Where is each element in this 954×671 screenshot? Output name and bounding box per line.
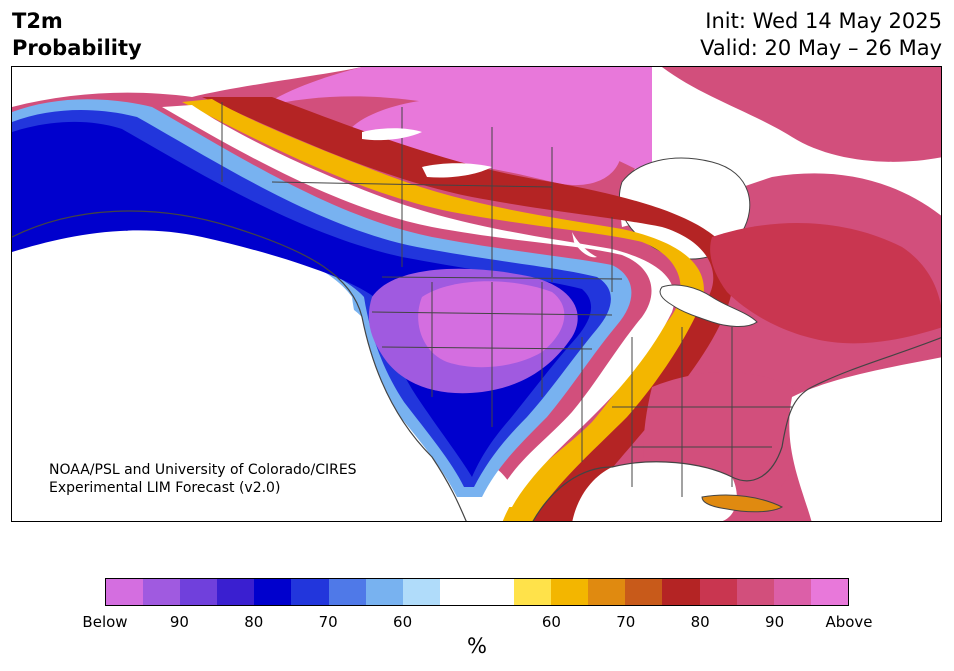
warm-transition-band <box>202 97 734 521</box>
coastline <box>12 210 941 521</box>
colorbar-segment <box>736 579 774 605</box>
colorbar-tick-label: 80 <box>244 613 264 631</box>
colorbar-segment <box>662 579 700 605</box>
colorbar-segment <box>514 579 552 605</box>
colorbar-segment <box>328 579 366 605</box>
colorbar-segment <box>402 579 440 605</box>
great-slave-lake <box>362 128 422 141</box>
greenland-region <box>662 67 941 162</box>
colorbar-segment <box>439 579 477 605</box>
colorbar-tick-label: 60 <box>393 613 413 631</box>
great-bear-lake <box>422 163 492 178</box>
political-borders <box>221 102 792 497</box>
credit-line-2: Experimental LIM Forecast (v2.0) <box>49 480 281 496</box>
cuba <box>701 494 784 513</box>
map-title: T2m Probability <box>12 8 142 62</box>
northeast-canada-above-region <box>710 223 941 344</box>
colorbar-tick-label: Below <box>82 613 128 631</box>
colorbar-segment <box>180 579 218 605</box>
forecast-dates: Init: Wed 14 May 2025 Valid: 20 May – 26… <box>700 8 942 62</box>
cold-strongest-region <box>418 281 565 368</box>
colorbar-tick-label: 90 <box>169 613 189 631</box>
colorbar-tick-label: 70 <box>616 613 636 631</box>
colorbar-tick-label: 70 <box>318 613 338 631</box>
title-field: Probability <box>12 36 142 60</box>
pacific-ocean <box>12 249 462 521</box>
colorbar-segment <box>551 579 589 605</box>
colorbar-segment <box>588 579 626 605</box>
colorbar-tick-label: Above <box>825 613 873 631</box>
colorbar-segment <box>699 579 737 605</box>
title-variable: T2m <box>12 9 63 33</box>
map-panel <box>11 66 942 522</box>
colorbar-tick-label: 80 <box>690 613 710 631</box>
colorbar-segment <box>810 579 848 605</box>
colorbar-tick-label: 90 <box>765 613 785 631</box>
lake-winnipeg <box>572 232 597 258</box>
colorbar-segment <box>217 579 255 605</box>
colorbar-segment <box>106 579 144 605</box>
credit-text: NOAA/PSL and University of Colorado/CIRE… <box>49 461 357 497</box>
colorbar-segment <box>291 579 329 605</box>
probability-map <box>12 67 941 521</box>
great-lakes <box>659 284 758 327</box>
colorbar-segment <box>365 579 403 605</box>
valid-date: Valid: 20 May – 26 May <box>700 36 942 60</box>
atlantic-ocean <box>789 357 941 521</box>
colorbar-segment <box>476 579 515 605</box>
colorbar <box>105 578 849 606</box>
credit-line-1: NOAA/PSL and University of Colorado/CIRE… <box>49 462 357 478</box>
colorbar-segment <box>254 579 292 605</box>
init-date: Init: Wed 14 May 2025 <box>705 9 942 33</box>
colorbar-segment <box>773 579 811 605</box>
colorbar-segment <box>143 579 181 605</box>
gulf-of-mexico <box>572 461 737 521</box>
colorbar-tick-label: 60 <box>541 613 561 631</box>
colorbar-unit: % <box>467 634 487 658</box>
arctic-above-region <box>262 67 652 177</box>
colorbar-segment <box>625 579 663 605</box>
